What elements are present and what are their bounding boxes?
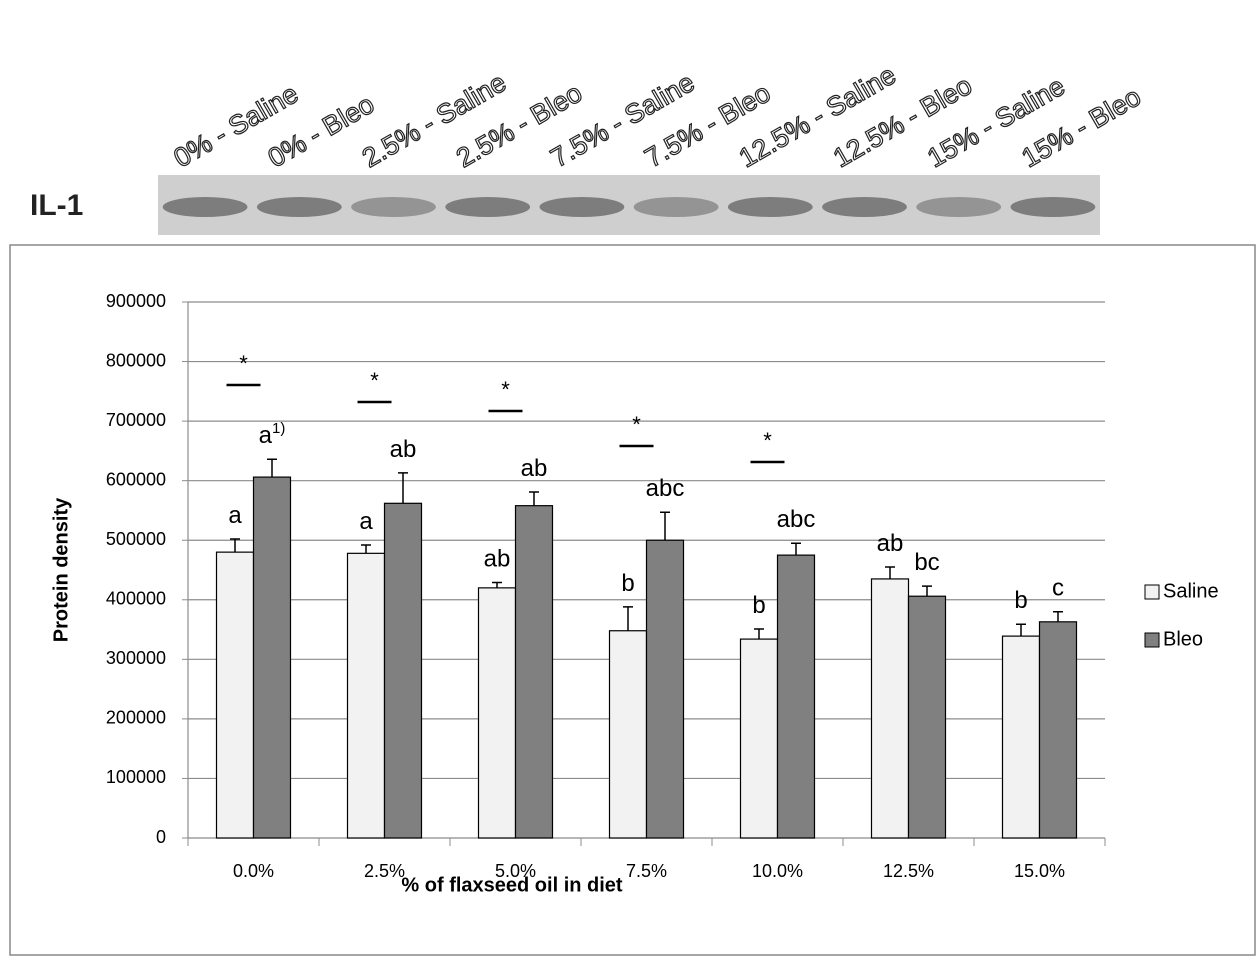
significance-letter: b <box>752 592 765 619</box>
blot-band <box>257 197 342 217</box>
bar <box>254 477 291 838</box>
y-tick-label: 200000 <box>106 708 166 728</box>
blot-band <box>916 197 1001 217</box>
y-tick-label: 600000 <box>106 469 166 489</box>
significance-letter: abc <box>777 507 816 534</box>
bar <box>1040 622 1077 838</box>
y-tick-label: 0 <box>156 827 166 847</box>
significance-letter: a <box>228 502 242 529</box>
letter: a <box>228 502 242 529</box>
x-tick-label: 0.0% <box>233 861 274 881</box>
blot-band <box>445 197 530 217</box>
bar <box>647 540 684 838</box>
significance-letter: b <box>621 570 634 597</box>
legend-swatch <box>1145 585 1159 599</box>
y-tick-label: 900000 <box>106 291 166 311</box>
significance-letter: ab <box>390 436 417 463</box>
x-tick-label: 15.0% <box>1014 861 1065 881</box>
footnote-mark: 1) <box>272 420 285 437</box>
letter: a <box>259 423 273 450</box>
significance-star: * <box>370 368 379 393</box>
blot-band <box>1011 197 1096 217</box>
blot-band <box>822 197 907 217</box>
significance-star: * <box>632 412 641 437</box>
blot-band <box>163 197 248 217</box>
bar <box>217 552 254 838</box>
bar <box>385 503 422 838</box>
letter: a <box>359 508 373 535</box>
blot-band <box>728 197 813 217</box>
y-tick-label: 400000 <box>106 589 166 609</box>
x-tick-label: 5.0% <box>495 861 536 881</box>
bar <box>479 588 516 838</box>
figure: IL-1 % of flaxseed oil in diet Protein d… <box>0 0 1257 957</box>
x-tick-label: 7.5% <box>626 861 667 881</box>
letter: b <box>1014 588 1027 615</box>
legend-label: Bleo <box>1163 628 1203 650</box>
y-tick-label: 700000 <box>106 410 166 430</box>
blot-band <box>540 197 625 217</box>
lane-label: 12.5% - Saline <box>734 60 901 174</box>
legend-label: Saline <box>1163 580 1219 602</box>
letter: bc <box>914 549 939 576</box>
bar <box>1003 636 1040 838</box>
significance-star: * <box>763 428 772 453</box>
bar <box>741 639 778 838</box>
letter: ab <box>877 530 904 557</box>
letter: c <box>1052 575 1064 602</box>
letter: abc <box>646 476 685 503</box>
blot-band <box>351 197 436 217</box>
significance-letter: ab <box>877 530 904 557</box>
letter: ab <box>484 546 511 573</box>
x-tick-label: 10.0% <box>752 861 803 881</box>
significance-letter: a <box>359 508 373 535</box>
legend-swatch <box>1145 633 1159 647</box>
letter: b <box>752 592 765 619</box>
y-tick-label: 100000 <box>106 767 166 787</box>
significance-letter: bc <box>914 549 939 576</box>
blot-label: IL-1 <box>30 189 83 222</box>
y-tick-label: 500000 <box>106 529 166 549</box>
x-tick-label: 2.5% <box>364 861 405 881</box>
significance-star: * <box>501 377 510 402</box>
y-tick-label: 800000 <box>106 350 166 370</box>
x-tick-label: 12.5% <box>883 861 934 881</box>
letter: ab <box>521 455 548 482</box>
significance-star: * <box>239 351 248 376</box>
bar <box>872 579 909 838</box>
bar <box>348 553 385 838</box>
significance-letter: abc <box>646 476 685 503</box>
bar <box>778 555 815 838</box>
significance-letter: c <box>1052 575 1064 602</box>
y-axis-title: Protein density <box>50 497 72 642</box>
significance-letter: ab <box>521 455 548 482</box>
bar <box>610 631 647 838</box>
y-tick-label: 300000 <box>106 648 166 668</box>
significance-letter: ab <box>484 546 511 573</box>
bar <box>909 596 946 838</box>
significance-letter: b <box>1014 588 1027 615</box>
letter: abc <box>777 507 816 534</box>
letter: b <box>621 570 634 597</box>
blot-band <box>634 197 719 217</box>
letter: ab <box>390 436 417 463</box>
bar <box>516 506 553 838</box>
